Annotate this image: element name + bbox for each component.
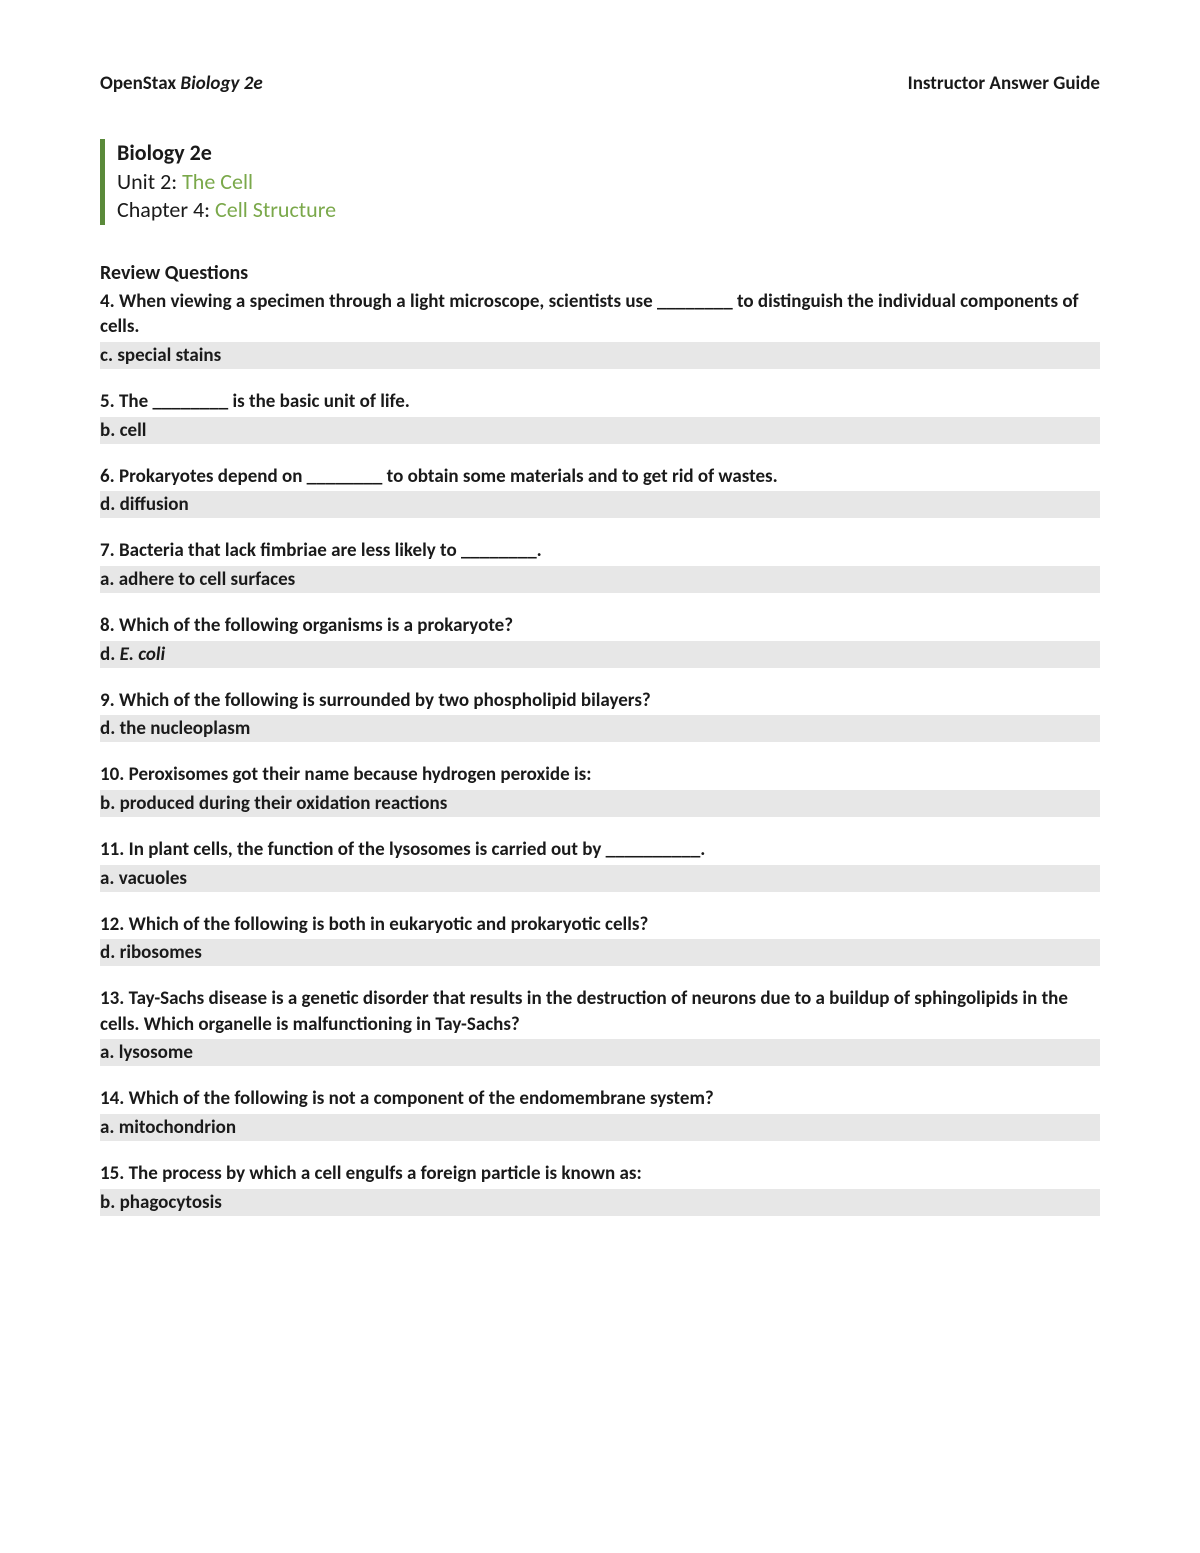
qa-block: 9. Which of the following is surrounded … (100, 688, 1100, 743)
qa-block: 8. Which of the following organisms is a… (100, 613, 1100, 668)
question-body: The process by which a cell engulfs a fo… (124, 1162, 641, 1185)
question-text: 11. In plant cells, the function of the … (100, 837, 1100, 863)
qa-block: 6. Prokaryotes depend on ________ to obt… (100, 464, 1100, 519)
answer-text: d. ribosomes (100, 939, 1100, 966)
answer-text: b. cell (100, 417, 1100, 444)
title-block: Biology 2e Unit 2: The Cell Chapter 4: C… (100, 139, 1100, 225)
question-body: Bacteria that lack fimbriae are less lik… (115, 539, 542, 562)
question-number: 10. (100, 763, 124, 786)
answer-text: a. lysosome (100, 1039, 1100, 1066)
unit-label: Unit 2: (117, 168, 182, 195)
question-number: 4. (100, 290, 115, 313)
answer-text: d. E. coli (100, 641, 1100, 668)
question-text: 15. The process by which a cell engulfs … (100, 1161, 1100, 1187)
unit-line: Unit 2: The Cell (117, 168, 1100, 197)
qa-block: 13. Tay-Sachs disease is a genetic disor… (100, 986, 1100, 1066)
qa-block: 11. In plant cells, the function of the … (100, 837, 1100, 892)
chapter-name: Cell Structure (215, 196, 336, 223)
question-text: 14. Which of the following is not a comp… (100, 1086, 1100, 1112)
question-body: Which of the following is not a componen… (124, 1087, 713, 1110)
answer-em: E. coli (120, 643, 166, 666)
qa-container: 4. When viewing a specimen through a lig… (100, 289, 1100, 1216)
qa-block: 7. Bacteria that lack fimbriae are less … (100, 538, 1100, 593)
question-number: 12. (100, 913, 124, 936)
question-number: 14. (100, 1087, 124, 1110)
answer-text: a. mitochondrion (100, 1114, 1100, 1141)
unit-name: The Cell (182, 168, 253, 195)
question-text: 7. Bacteria that lack fimbriae are less … (100, 538, 1100, 564)
qa-block: 10. Peroxisomes got their name because h… (100, 762, 1100, 817)
question-number: 9. (100, 689, 115, 712)
answer-body: a. vacuoles (100, 867, 187, 890)
answer-body: b. phagocytosis (100, 1191, 222, 1214)
qa-block: 15. The process by which a cell engulfs … (100, 1161, 1100, 1216)
question-body: When viewing a specimen through a light … (100, 290, 1079, 339)
question-text: 5. The ________ is the basic unit of lif… (100, 389, 1100, 415)
answer-body: b. cell (100, 419, 146, 442)
question-text: 12. Which of the following is both in eu… (100, 912, 1100, 938)
answer-body: a. lysosome (100, 1041, 193, 1064)
answer-body: d. ribosomes (100, 941, 202, 964)
question-number: 7. (100, 539, 115, 562)
qa-block: 5. The ________ is the basic unit of lif… (100, 389, 1100, 444)
header-right: Instructor Answer Guide (908, 72, 1100, 95)
question-text: 10. Peroxisomes got their name because h… (100, 762, 1100, 788)
answer-body: d. (100, 643, 120, 666)
question-text: 9. Which of the following is surrounded … (100, 688, 1100, 714)
answer-text: a. vacuoles (100, 865, 1100, 892)
question-number: 6. (100, 465, 115, 488)
chapter-label: Chapter 4: (117, 196, 215, 223)
header-source: OpenStax (100, 72, 180, 95)
question-text: 8. Which of the following organisms is a… (100, 613, 1100, 639)
qa-block: 12. Which of the following is both in eu… (100, 912, 1100, 967)
question-text: 13. Tay-Sachs disease is a genetic disor… (100, 986, 1100, 1037)
answer-body: a. adhere to cell surfaces (100, 568, 295, 591)
question-body: Prokaryotes depend on ________ to obtain… (115, 465, 778, 488)
question-number: 5. (100, 390, 115, 413)
question-body: Tay-Sachs disease is a genetic disorder … (100, 987, 1068, 1036)
question-body: In plant cells, the function of the lyso… (124, 838, 705, 861)
question-body: Which of the following organisms is a pr… (115, 614, 513, 637)
answer-body: d. diffusion (100, 493, 189, 516)
header-book-title: Biology 2e (180, 72, 262, 95)
page-header: OpenStax Biology 2e Instructor Answer Gu… (100, 72, 1100, 95)
answer-body: a. mitochondrion (100, 1116, 236, 1139)
question-body: Which of the following is both in eukary… (124, 913, 648, 936)
chapter-line: Chapter 4: Cell Structure (117, 196, 1100, 225)
question-text: 6. Prokaryotes depend on ________ to obt… (100, 464, 1100, 490)
question-body: Peroxisomes got their name because hydro… (124, 763, 591, 786)
question-number: 8. (100, 614, 115, 637)
header-left: OpenStax Biology 2e (100, 72, 263, 95)
qa-block: 14. Which of the following is not a comp… (100, 1086, 1100, 1141)
question-number: 13. (100, 987, 124, 1010)
answer-text: b. phagocytosis (100, 1189, 1100, 1216)
course-title: Biology 2e (117, 139, 1100, 168)
qa-block: 4. When viewing a specimen through a lig… (100, 289, 1100, 369)
answer-body: c. special stains (100, 344, 221, 367)
answer-text: b. produced during their oxidation react… (100, 790, 1100, 817)
question-body: Which of the following is surrounded by … (115, 689, 651, 712)
answer-text: d. the nucleoplasm (100, 715, 1100, 742)
answer-text: c. special stains (100, 342, 1100, 369)
answer-text: a. adhere to cell surfaces (100, 566, 1100, 593)
answer-body: b. produced during their oxidation react… (100, 792, 447, 815)
answer-text: d. diffusion (100, 491, 1100, 518)
question-number: 15. (100, 1162, 124, 1185)
answer-body: d. the nucleoplasm (100, 717, 250, 740)
question-text: 4. When viewing a specimen through a lig… (100, 289, 1100, 340)
question-body: The ________ is the basic unit of life. (115, 390, 410, 413)
section-title: Review Questions (100, 261, 1100, 285)
question-number: 11. (100, 838, 124, 861)
